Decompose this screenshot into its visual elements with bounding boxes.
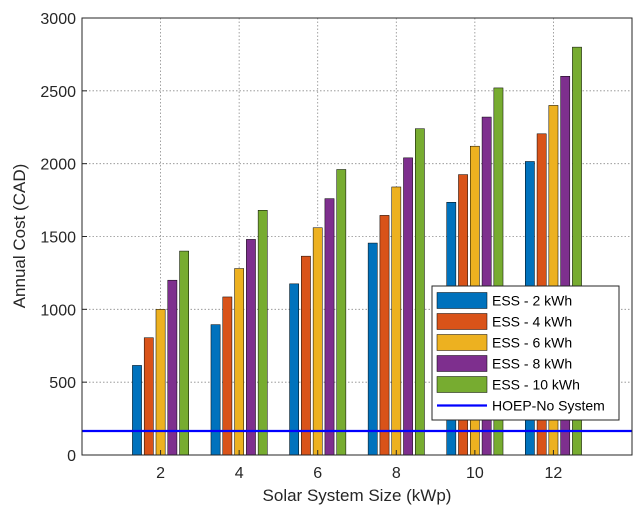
x-tick-label: 8 (392, 465, 401, 482)
bar-ess-4-kwh-8 (379, 215, 390, 456)
legend-label: ESS - 4 kWh (492, 314, 572, 330)
bar-ess-6-kwh-4 (234, 268, 244, 456)
x-axis-ticks: 2 4 6 8 10 12 (156, 450, 562, 482)
legend-swatch (436, 313, 488, 330)
legend-label: ESS - 8 kWh (492, 356, 572, 372)
y-tick-label: 2000 (40, 157, 76, 174)
bar-ess-10-kwh-8 (415, 128, 425, 456)
bar-ess-10-kwh-4 (257, 210, 268, 456)
bar-ess-6-kwh-2 (155, 309, 166, 456)
y-axis-label: Annual Cost (CAD) (10, 164, 29, 309)
legend-swatch (436, 376, 488, 393)
legend-label: ESS - 6 kWh (492, 335, 572, 351)
y-tick-label: 3000 (40, 11, 76, 28)
bar-ess-8-kwh-6 (324, 198, 335, 456)
bar-ess-8-kwh-4 (246, 239, 256, 456)
bar-ess-6-kwh-6 (312, 227, 323, 456)
bar-ess-6-kwh-8 (391, 186, 402, 456)
legend-label: ESS - 2 kWh (492, 293, 572, 309)
x-axis-label: Solar System Size (kWp) (263, 486, 452, 505)
legend-label: HOEP-No System (492, 398, 605, 414)
y-axis-ticks: 0 500 1000 1500 2000 2500 3000 (40, 11, 87, 465)
x-tick-label: 4 (235, 465, 244, 482)
bar-ess-4-kwh-6 (301, 255, 311, 456)
y-tick-label: 2500 (40, 84, 76, 101)
legend: ESS - 2 kWh ESS - 4 kWh ESS - 6 kWh ESS - 8… (431, 285, 620, 421)
legend-label: ESS - 10 kWh (492, 377, 580, 393)
bar-ess-8-kwh-8 (403, 157, 413, 456)
legend-swatch (436, 334, 488, 351)
x-tick-label: 12 (545, 465, 563, 482)
bar-ess-2-kwh-6 (289, 283, 299, 456)
bar-ess-8-kwh-2 (167, 279, 178, 456)
bar-ess-2-kwh-8 (367, 242, 378, 456)
y-tick-label: 1500 (40, 230, 76, 247)
y-tick-label: 0 (67, 448, 76, 465)
x-tick-label: 6 (313, 465, 322, 482)
bar-ess-2-kwh-4 (210, 324, 221, 456)
legend-swatch (436, 292, 488, 309)
legend-swatch (436, 355, 488, 372)
x-tick-label: 2 (156, 465, 165, 482)
bar-ess-10-kwh-2 (179, 250, 189, 456)
bar-ess-2-kwh-2 (132, 365, 142, 456)
bar-ess-4-kwh-2 (143, 337, 154, 456)
y-tick-label: 1000 (40, 302, 76, 319)
y-tick-label: 500 (49, 375, 76, 392)
bar-ess-10-kwh-6 (336, 169, 347, 456)
x-tick-label: 10 (466, 465, 484, 482)
